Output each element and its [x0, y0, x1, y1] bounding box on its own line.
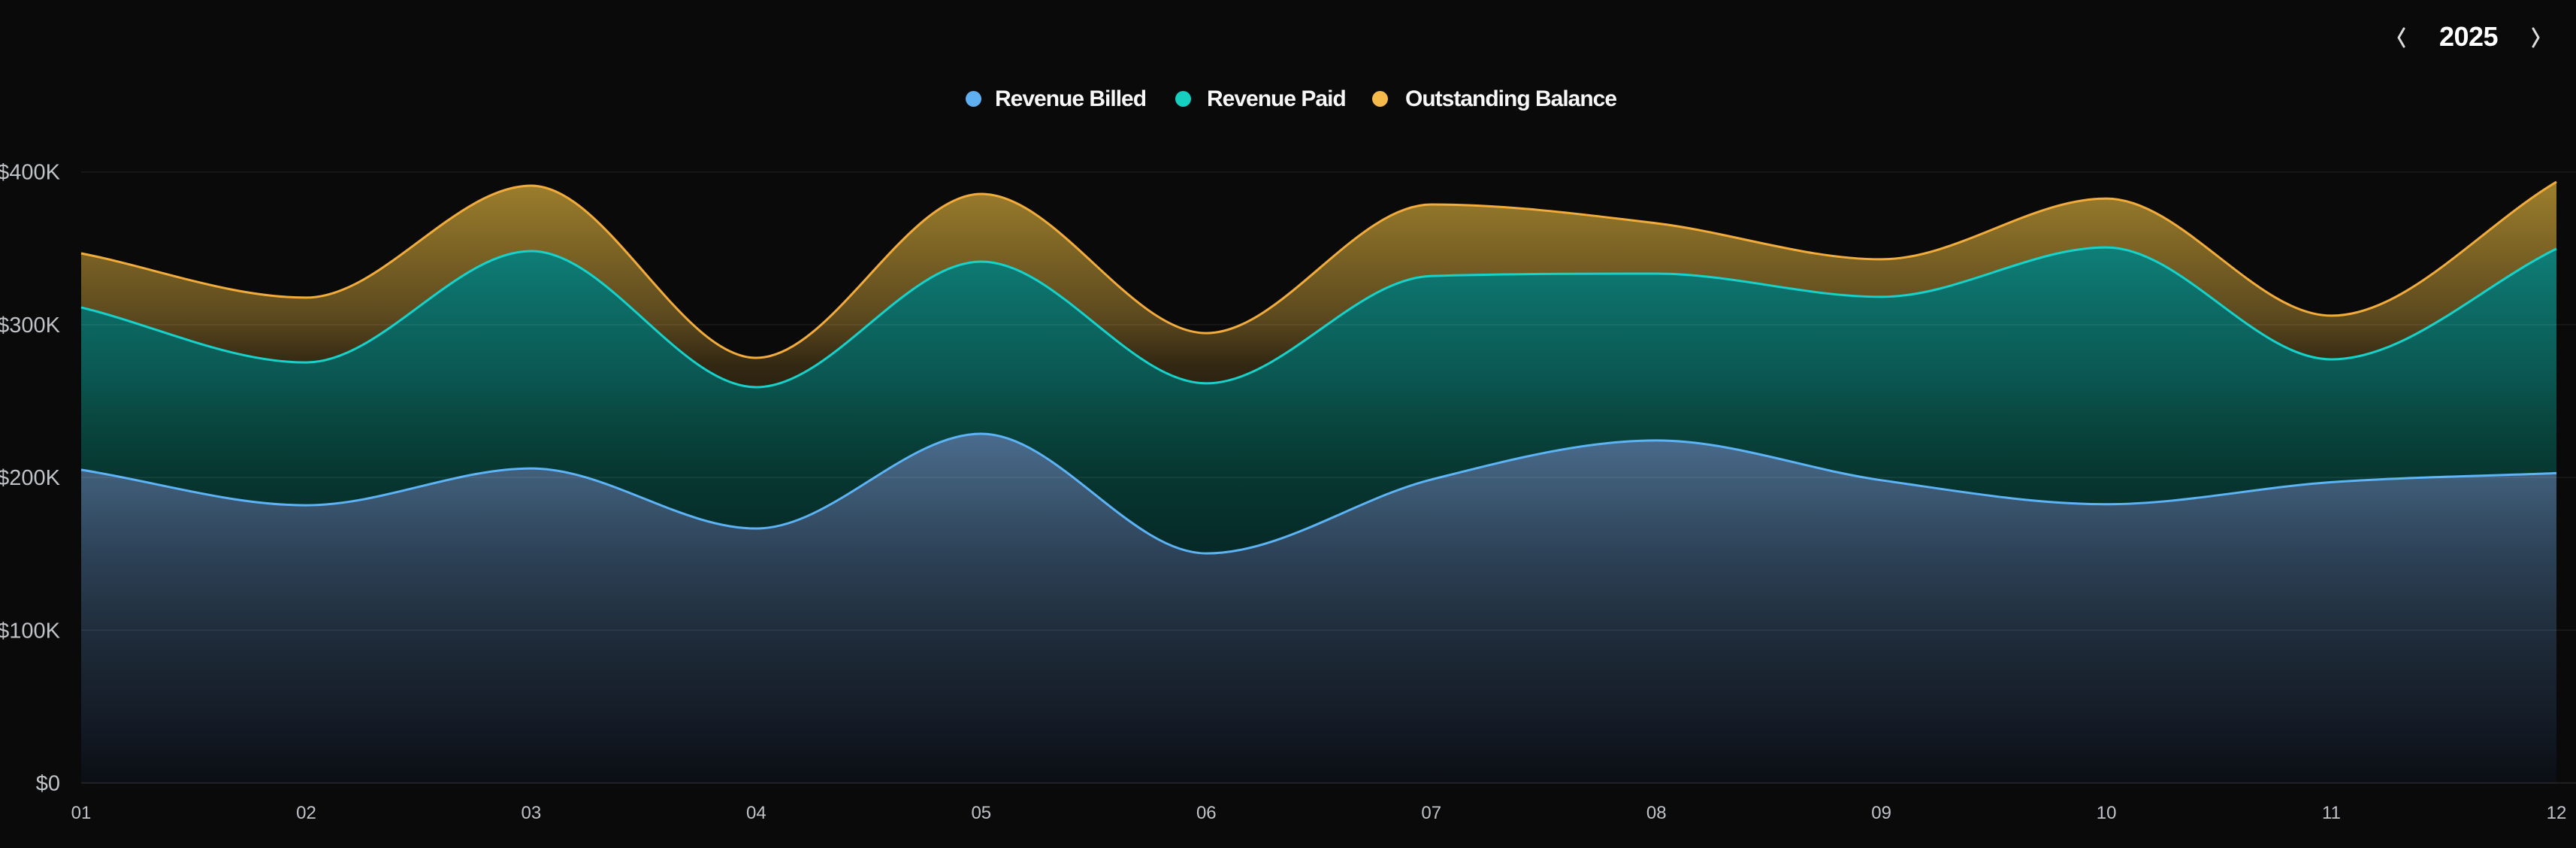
svg-text:08: 08: [1646, 803, 1667, 823]
svg-text:01: 01: [71, 803, 92, 823]
svg-text:12: 12: [2547, 803, 2567, 823]
svg-text:07: 07: [1421, 803, 1441, 823]
svg-text:11: 11: [2322, 803, 2341, 823]
svg-text:02: 02: [296, 803, 316, 823]
svg-text:$100K: $100K: [0, 619, 61, 643]
svg-text:$400K: $400K: [0, 161, 61, 185]
svg-text:05: 05: [971, 803, 991, 823]
svg-text:$300K: $300K: [0, 313, 61, 338]
svg-text:09: 09: [1871, 803, 1891, 823]
svg-text:06: 06: [1196, 803, 1217, 823]
svg-text:04: 04: [746, 803, 766, 823]
svg-text:03: 03: [522, 803, 542, 823]
svg-text:$0: $0: [36, 772, 60, 796]
svg-text:$200K: $200K: [0, 466, 61, 490]
svg-text:10: 10: [2097, 803, 2117, 823]
